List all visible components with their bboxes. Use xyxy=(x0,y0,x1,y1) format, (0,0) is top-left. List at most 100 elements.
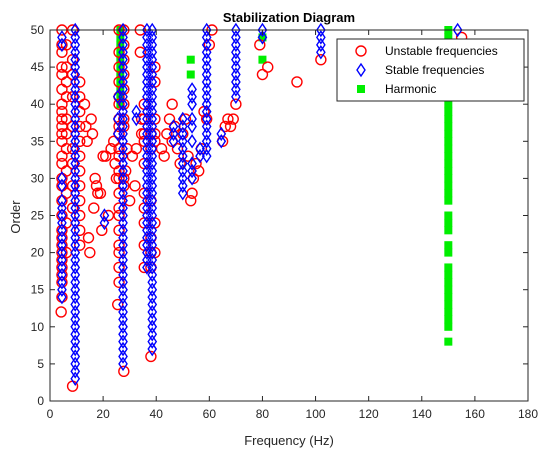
data-point-diamond xyxy=(70,208,81,223)
data-point-diamond xyxy=(231,74,241,90)
data-point-diamond xyxy=(57,30,67,45)
data-point-circle xyxy=(224,120,237,133)
x-tick-label: 140 xyxy=(412,407,432,421)
data-point-diamond xyxy=(147,96,158,112)
data-point-diamond xyxy=(70,275,81,290)
data-point-diamond xyxy=(70,52,81,67)
data-point-circle xyxy=(193,165,205,177)
data-point-diamond xyxy=(147,341,158,357)
data-point-diamond xyxy=(316,22,326,38)
data-point-diamond xyxy=(187,82,197,97)
data-point-diamond xyxy=(231,59,241,75)
data-point-circle xyxy=(113,202,125,214)
data-point-diamond xyxy=(70,96,81,112)
data-point-diamond xyxy=(118,185,128,201)
data-point-square xyxy=(444,293,453,302)
data-point-diamond xyxy=(70,163,81,179)
data-point-diamond xyxy=(70,74,81,90)
data-point-diamond xyxy=(70,89,81,105)
data-point-diamond xyxy=(147,89,158,105)
y-axis-label: Order xyxy=(8,200,23,234)
data-point-square xyxy=(444,115,453,124)
data-point-square xyxy=(444,152,453,161)
data-point-circle xyxy=(74,76,86,88)
data-point-diamond xyxy=(231,67,241,82)
data-point-diamond xyxy=(147,208,158,223)
data-point-circle xyxy=(113,276,125,288)
data-point-diamond xyxy=(147,304,158,320)
data-point-square xyxy=(444,285,453,294)
data-point-circle xyxy=(219,120,231,133)
data-point-diamond xyxy=(118,163,128,179)
data-point-diamond xyxy=(201,104,212,119)
data-point-circle xyxy=(74,224,86,237)
data-point-diamond xyxy=(201,148,212,164)
data-point-square xyxy=(116,92,125,101)
data-point-diamond xyxy=(187,96,197,112)
data-point-square xyxy=(444,241,453,250)
data-point-diamond xyxy=(177,111,188,127)
data-point-diamond xyxy=(177,141,188,156)
data-point-square xyxy=(444,129,453,138)
data-point-circle xyxy=(230,98,242,110)
data-point-diamond xyxy=(118,22,128,38)
data-point-diamond xyxy=(452,22,463,38)
data-point-diamond xyxy=(118,96,128,112)
legend: Unstable frequencies Stable frequencies Ha… xyxy=(336,38,525,102)
data-point-diamond xyxy=(70,297,81,312)
data-point-diamond xyxy=(131,111,142,127)
data-point-diamond xyxy=(70,282,81,297)
data-point-diamond xyxy=(118,267,128,283)
data-point-diamond xyxy=(70,356,81,372)
data-point-circle xyxy=(74,194,86,207)
data-point-diamond xyxy=(257,22,268,38)
data-point-circle xyxy=(74,165,86,177)
data-point-diamond xyxy=(195,148,205,164)
data-point-square xyxy=(444,159,453,168)
data-point-diamond xyxy=(118,356,128,372)
data-point-diamond xyxy=(201,141,212,156)
data-point-circle xyxy=(182,150,194,162)
data-point-diamond xyxy=(70,59,81,75)
data-point-diamond xyxy=(201,96,212,112)
data-point-diamond xyxy=(57,267,67,283)
data-point-circle xyxy=(113,150,125,162)
data-point-diamond xyxy=(195,141,205,156)
data-point-diamond xyxy=(147,22,158,38)
data-point-diamond xyxy=(118,119,128,134)
data-point-circle xyxy=(89,172,101,185)
data-point-diamond xyxy=(147,111,158,127)
data-point-square xyxy=(444,137,453,146)
data-point-diamond xyxy=(70,237,81,253)
data-point-diamond xyxy=(201,74,212,90)
y-tick-label: 40 xyxy=(31,97,45,111)
y-tick-label: 10 xyxy=(31,320,45,334)
data-point-circle xyxy=(222,113,234,125)
data-point-diamond xyxy=(70,334,81,349)
data-point-diamond xyxy=(147,37,158,53)
x-tick-label: 60 xyxy=(203,407,217,421)
data-point-diamond xyxy=(118,126,128,142)
data-point-diamond xyxy=(147,223,158,238)
data-point-diamond xyxy=(201,67,212,82)
data-point-diamond xyxy=(168,134,179,149)
data-point-diamond xyxy=(201,134,212,149)
data-point-square xyxy=(186,55,195,64)
data-point-square xyxy=(444,322,453,331)
data-point-diamond xyxy=(201,126,212,142)
x-tick-label: 100 xyxy=(306,407,326,421)
data-point-circle xyxy=(105,143,117,155)
legend-item: Harmonic xyxy=(357,82,436,96)
data-point-diamond xyxy=(177,163,188,179)
data-point-square xyxy=(444,300,453,309)
y-tick-label: 35 xyxy=(31,134,45,148)
data-point-diamond xyxy=(147,74,158,90)
data-point-diamond xyxy=(316,44,326,60)
data-point-diamond xyxy=(70,111,81,127)
data-point-diamond xyxy=(147,52,158,67)
data-point-circle xyxy=(81,135,93,148)
data-point-diamond xyxy=(131,104,142,119)
data-point-diamond xyxy=(187,156,197,171)
data-point-diamond xyxy=(57,245,67,260)
data-point-circle xyxy=(82,232,95,244)
